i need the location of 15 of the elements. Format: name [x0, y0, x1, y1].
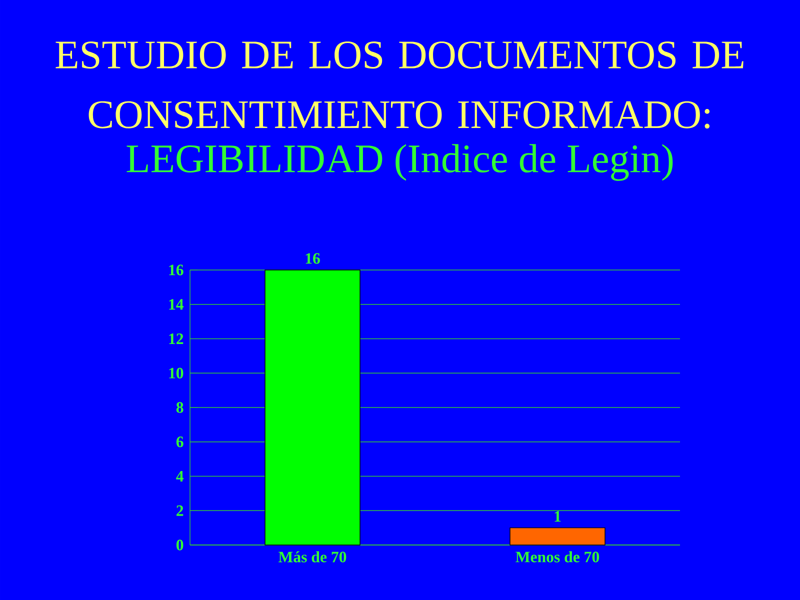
y-tick-label: 2 [176, 505, 184, 516]
y-tick-label: 0 [176, 540, 184, 550]
x-tick-label: Menos de 70 [516, 551, 600, 562]
y-tick-label: 10 [169, 368, 184, 378]
y-tick-label: 4 [176, 471, 184, 482]
y-tick-label: 6 [176, 436, 184, 448]
chart-subtitle: LEGIBILIDAD (Indice de Legin) [126, 144, 673, 181]
x-tick-label: Más de 70 [278, 551, 346, 562]
y-tick-label: 16 [169, 264, 184, 276]
data-label: 1 [554, 511, 561, 522]
y-tick-label: 14 [169, 299, 184, 310]
data-label: 16 [306, 253, 320, 264]
y-tick-label: 8 [176, 402, 184, 413]
chart-title: ESTUDIO DE LOS DOCUMENTOS DE CONSENTIMIENTO INFORMADO: [56, 41, 744, 129]
y-tick-label: 12 [169, 334, 184, 344]
